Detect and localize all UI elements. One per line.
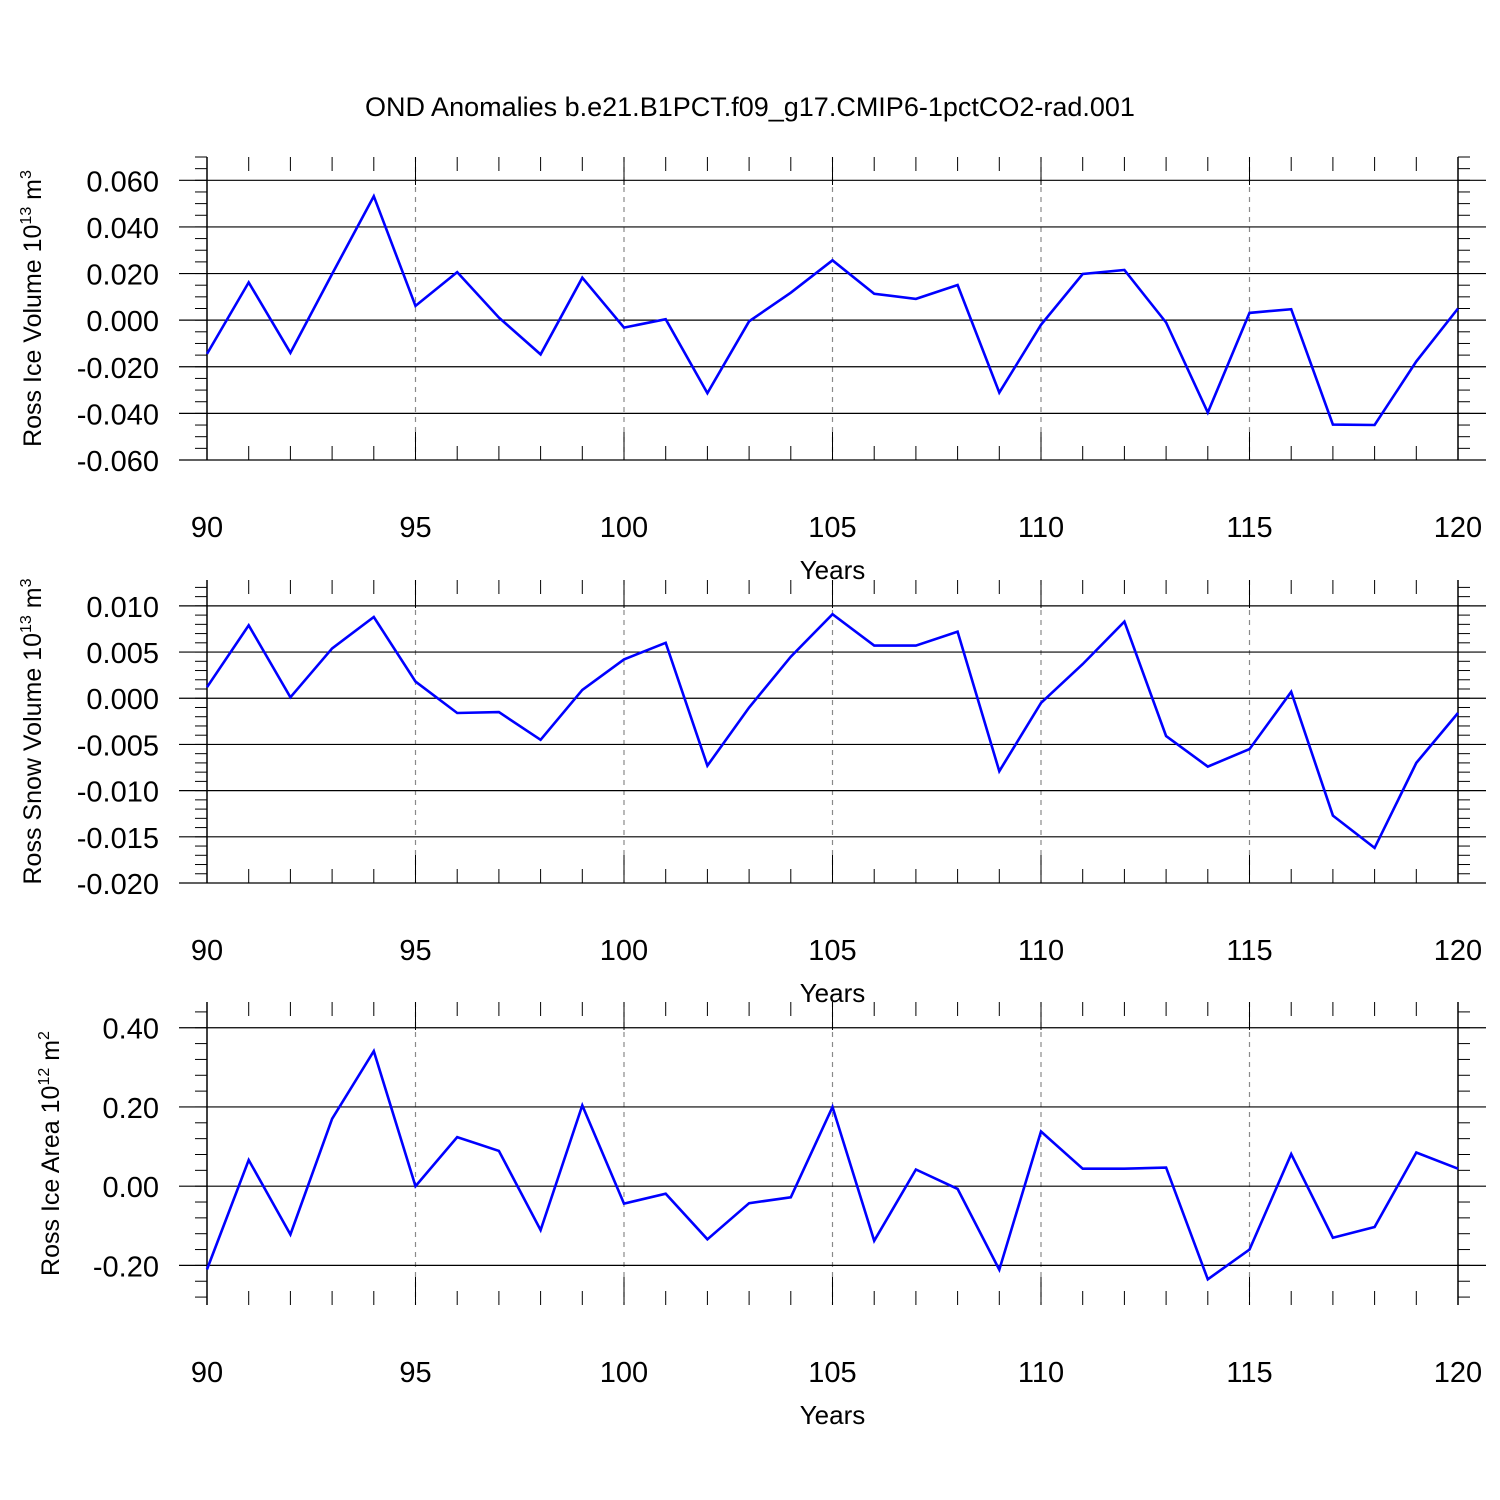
x-tick-label: 100 — [600, 935, 648, 967]
series-line — [205, 1047, 1459, 1282]
y-tick-label: -0.005 — [77, 730, 159, 762]
series-line — [205, 193, 1460, 427]
chart-panel-2: 0.010 0.005 0.000 -0.005 -0.010 -0.015 -0.020 9… — [18, 578, 1486, 1008]
y-tick-label: 0.40 — [103, 1014, 159, 1046]
x-tick-label: 115 — [1226, 1357, 1272, 1389]
y-tick-label: 0.020 — [86, 260, 159, 292]
y-tick-label: -0.040 — [77, 399, 159, 431]
y-tick-label: 0.000 — [86, 306, 159, 338]
x-tick-label: 110 — [1018, 935, 1064, 967]
x-tick-label: 100 — [600, 1357, 648, 1389]
y-axis-label: Ross Ice Volume 1013 m3 — [18, 170, 47, 447]
y-tick-label: -0.015 — [77, 823, 159, 855]
y-tick-label: -0.020 — [77, 869, 159, 901]
x-tick-label: 105 — [808, 1357, 856, 1389]
x-tick-label: 115 — [1226, 512, 1272, 544]
y-tick-label: 0.010 — [86, 592, 159, 624]
x-axis-label: Years — [800, 1400, 866, 1430]
x-tick-label: 90 — [191, 1357, 223, 1389]
x-tick-label: 120 — [1434, 512, 1482, 544]
y-axis-label: Ross Snow Volume 1013 m3 — [18, 578, 47, 884]
x-tick-label: 105 — [808, 512, 856, 544]
x-tick-label: 110 — [1018, 1357, 1064, 1389]
x-tick-label: 115 — [1226, 935, 1272, 967]
chart-panel-1: 0.060 0.040 0.020 0.000 -0.020 -0.040 -0.060 90… — [18, 156, 1486, 585]
x-tick-label: 95 — [399, 935, 431, 967]
y-tick-label: -0.20 — [93, 1251, 159, 1283]
x-tick-label: 100 — [600, 512, 648, 544]
y-axis-label: Ross Ice Area 1012 m2 — [36, 1031, 65, 1276]
y-tick-label: 0.060 — [86, 166, 159, 198]
chart-panel-3: 0.40 0.20 0.00 -0.20 90 95 100 105 110 115 120 Year… — [36, 1002, 1486, 1430]
y-tick-label: 0.000 — [86, 684, 159, 716]
x-tick-label: 110 — [1018, 512, 1064, 544]
x-tick-label: 95 — [399, 1357, 431, 1389]
y-tick-label: 0.00 — [103, 1172, 159, 1204]
series-line — [205, 612, 1459, 850]
y-tick-label: -0.010 — [77, 777, 159, 809]
x-tick-label: 105 — [808, 935, 856, 967]
y-tick-label: 0.20 — [103, 1093, 159, 1125]
y-tick-label: -0.020 — [77, 353, 159, 385]
y-tick-label: 0.040 — [86, 213, 159, 245]
x-tick-label: 120 — [1434, 935, 1482, 967]
x-tick-label: 90 — [191, 935, 223, 967]
figure-title: OND Anomalies b.e21.B1PCT.f09_g17.CMIP6-… — [365, 92, 1135, 122]
y-tick-label: -0.060 — [77, 446, 159, 478]
x-tick-label: 95 — [399, 512, 431, 544]
x-tick-label: 90 — [191, 512, 223, 544]
y-tick-label: 0.005 — [86, 638, 159, 670]
x-tick-label: 120 — [1434, 1357, 1482, 1389]
